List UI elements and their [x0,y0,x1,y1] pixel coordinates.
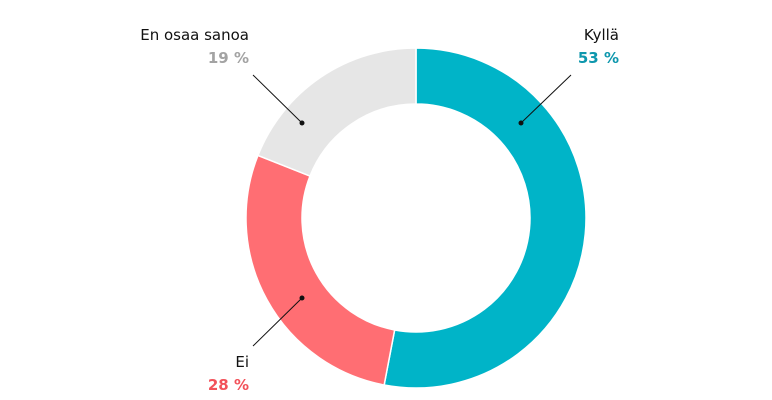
slice-label-kylla: Kyllä [584,26,619,44]
slice-label-en-osaa-sanoa: En osaa sanoa [140,26,249,44]
leader-line-ei [252,297,303,347]
slices [245,47,587,389]
slice-en-osaa-sanoa [256,47,417,178]
leader-dot-kylla [518,120,524,126]
slice-value-en-osaa-sanoa: 19 % [208,49,249,67]
leader-dot-en-osaa-sanoa [299,120,305,126]
slice-value-kylla: 53 % [578,49,619,67]
slice-value-ei: 28 % [208,376,249,394]
slice-label-ei: Ei [235,353,249,371]
leader-dot-ei [299,295,305,301]
leader-line-en-osaa-sanoa [252,74,303,124]
labels: Kyllä 53 % En osaa sanoa 19 % Ei 28 % [140,26,619,394]
leader-line-kylla [520,74,572,124]
slice-kylla [383,47,587,389]
slice-ei [245,154,396,386]
